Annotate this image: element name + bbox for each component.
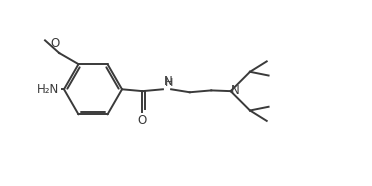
- Text: H: H: [164, 78, 173, 88]
- Text: N: N: [164, 75, 173, 88]
- Text: N: N: [231, 84, 240, 97]
- Text: O: O: [138, 114, 147, 127]
- Text: O: O: [51, 37, 60, 50]
- Text: H₂N: H₂N: [37, 83, 60, 96]
